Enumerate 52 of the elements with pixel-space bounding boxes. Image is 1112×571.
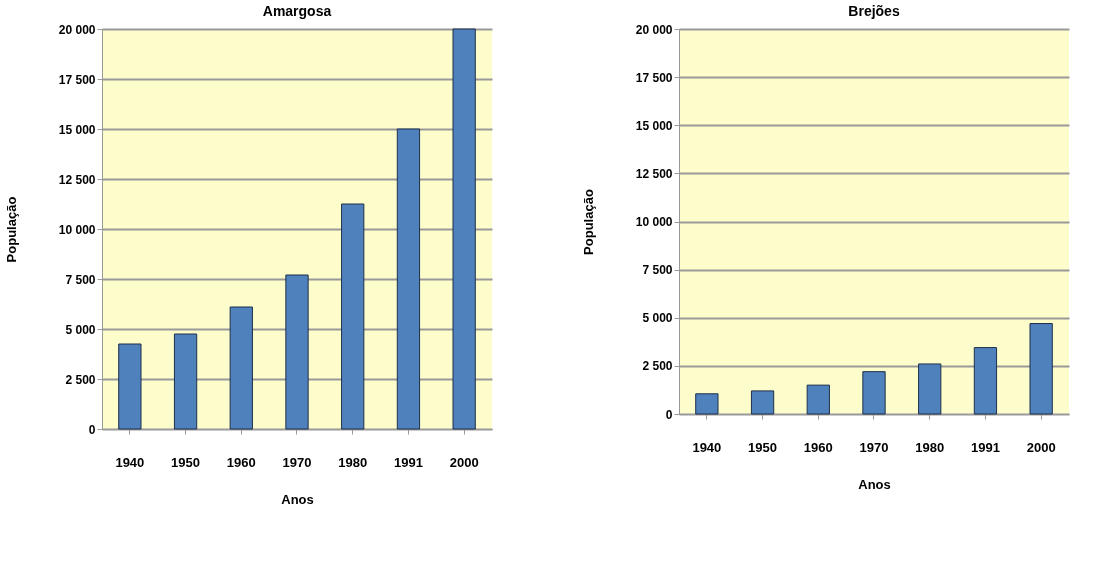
bar: [118, 343, 142, 430]
chart-title: Amargosa: [262, 3, 332, 19]
y-axis-title: População: [580, 189, 596, 255]
x-tick-label: 2000: [1026, 439, 1056, 455]
bar: [285, 274, 309, 430]
y-tick-label: 12 500: [635, 166, 673, 181]
y-tick-label: 7 500: [642, 263, 673, 278]
y-tick-label: 20 000: [58, 22, 96, 37]
x-tick-label: 1991: [970, 439, 1000, 455]
x-tick-label: 1940: [692, 439, 722, 455]
bar: [750, 390, 775, 415]
y-tick-label: 5 000: [642, 311, 673, 326]
x-tick-label: 1980: [915, 439, 945, 455]
y-tick-label: 2 500: [642, 359, 673, 374]
x-tick-label: 2000: [449, 454, 479, 470]
bar: [973, 347, 998, 415]
y-tick-label: 15 000: [58, 122, 96, 137]
y-tick-label: 17 500: [635, 70, 673, 85]
bar: [396, 128, 421, 430]
bar: [918, 363, 942, 415]
x-axis-title: Anos: [858, 476, 891, 492]
bar: [695, 393, 719, 415]
y-tick-label: 17 500: [58, 72, 96, 87]
x-tick-label: 1991: [393, 454, 423, 470]
y-tick-label: 10 000: [635, 215, 673, 229]
bar: [1029, 323, 1053, 415]
bar: [229, 306, 253, 430]
y-tick-label: 12 500: [58, 172, 96, 187]
y-tick-label: 5 000: [65, 322, 96, 337]
x-tick-label: 1960: [803, 439, 833, 455]
y-tick-label: 7 500: [65, 272, 96, 287]
y-tick-label: 2 500: [65, 372, 96, 387]
chart-title: Brejões: [848, 3, 900, 19]
bar: [341, 203, 365, 430]
bar: [806, 384, 830, 415]
y-tick-label: 0: [88, 422, 96, 437]
y-tick-label: 15 000: [635, 118, 673, 133]
bar: [862, 371, 886, 415]
x-tick-label: 1970: [859, 439, 889, 455]
x-tick-label: 1970: [282, 454, 312, 470]
y-tick-label: 10 000: [58, 222, 96, 237]
y-tick-label: 0: [665, 407, 673, 422]
y-tick-label: 20 000: [635, 22, 673, 37]
x-tick-label: 1940: [115, 454, 145, 470]
x-tick-label: 1960: [226, 454, 256, 470]
x-tick-label: 1950: [171, 454, 201, 470]
bar: [173, 333, 198, 430]
x-tick-label: 1980: [338, 454, 368, 470]
x-axis-title: Anos: [281, 491, 314, 507]
y-axis-title: População: [3, 196, 19, 263]
bar: [452, 28, 476, 430]
x-tick-label: 1950: [748, 439, 778, 455]
